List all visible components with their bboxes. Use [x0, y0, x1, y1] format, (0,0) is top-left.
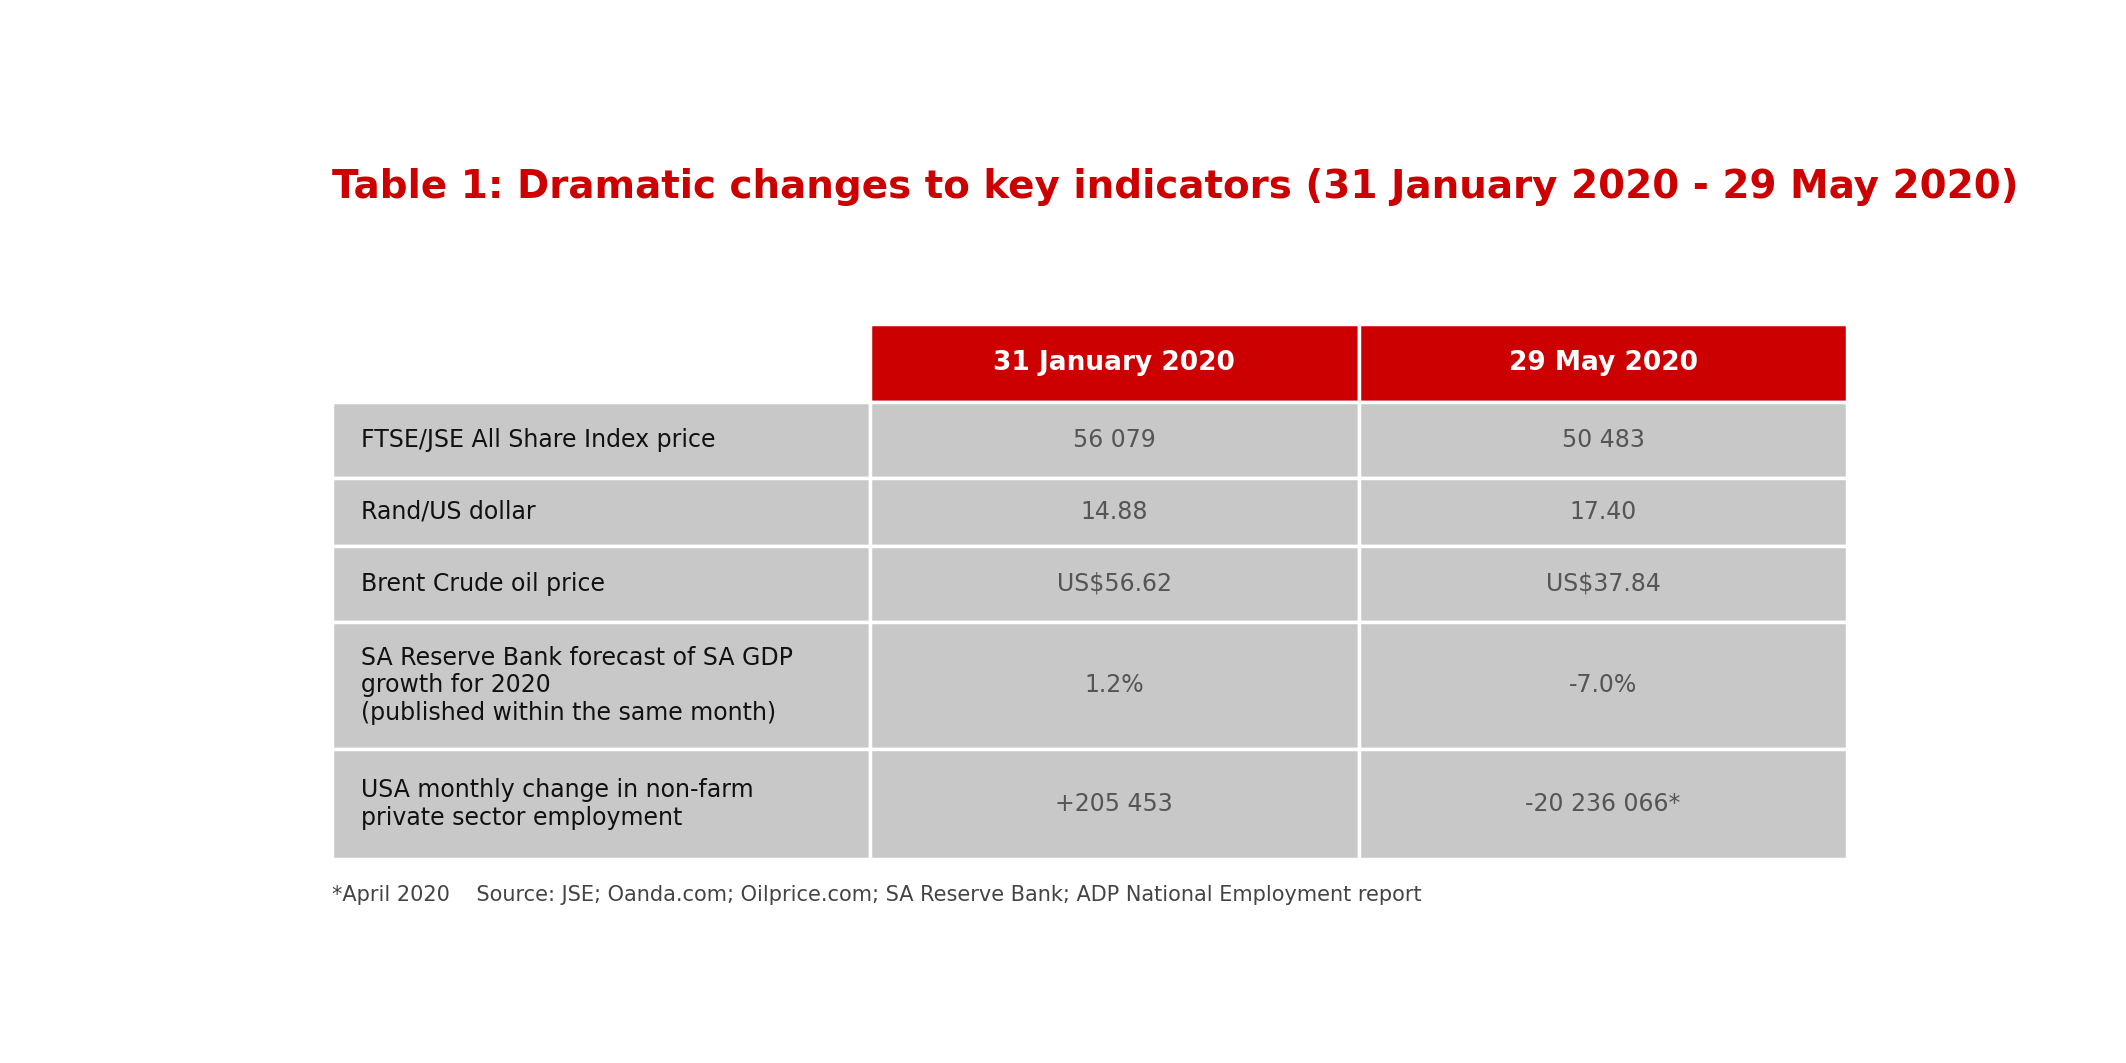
Text: *April 2020    Source: JSE; Oanda.com; Oilprice.com; SA Reserve Bank; ADP Nation: *April 2020 Source: JSE; Oanda.com; Oilp… — [332, 884, 1422, 905]
FancyBboxPatch shape — [332, 545, 870, 622]
FancyBboxPatch shape — [870, 324, 1359, 402]
Text: USA monthly change in non-farm
private sector employment: USA monthly change in non-farm private s… — [361, 778, 755, 830]
FancyBboxPatch shape — [332, 622, 870, 748]
Text: 50 483: 50 483 — [1563, 427, 1646, 452]
Text: 56 079: 56 079 — [1074, 427, 1157, 452]
Text: US$56.62: US$56.62 — [1057, 572, 1171, 596]
Text: Rand/US dollar: Rand/US dollar — [361, 500, 536, 524]
Text: 14.88: 14.88 — [1080, 500, 1148, 524]
FancyBboxPatch shape — [332, 402, 870, 478]
Text: -20 236 066*: -20 236 066* — [1524, 792, 1682, 816]
Text: US$37.84: US$37.84 — [1546, 572, 1660, 596]
FancyBboxPatch shape — [1359, 402, 1847, 478]
Text: Table 1: Dramatic changes to key indicators (31 January 2020 - 29 May 2020): Table 1: Dramatic changes to key indicat… — [332, 168, 2018, 206]
Text: FTSE/JSE All Share Index price: FTSE/JSE All Share Index price — [361, 427, 716, 452]
FancyBboxPatch shape — [870, 748, 1359, 859]
FancyBboxPatch shape — [1359, 622, 1847, 748]
FancyBboxPatch shape — [870, 402, 1359, 478]
Text: Brent Crude oil price: Brent Crude oil price — [361, 572, 606, 596]
FancyBboxPatch shape — [332, 324, 870, 402]
FancyBboxPatch shape — [332, 748, 870, 859]
Text: 31 January 2020: 31 January 2020 — [993, 350, 1235, 376]
FancyBboxPatch shape — [870, 622, 1359, 748]
FancyBboxPatch shape — [870, 478, 1359, 545]
FancyBboxPatch shape — [1359, 478, 1847, 545]
FancyBboxPatch shape — [332, 478, 870, 545]
FancyBboxPatch shape — [870, 545, 1359, 622]
Text: 29 May 2020: 29 May 2020 — [1509, 350, 1697, 376]
FancyBboxPatch shape — [1359, 324, 1847, 402]
Text: -7.0%: -7.0% — [1569, 673, 1637, 697]
FancyBboxPatch shape — [1359, 545, 1847, 622]
Text: 1.2%: 1.2% — [1084, 673, 1144, 697]
Text: SA Reserve Bank forecast of SA GDP
growth for 2020
(published within the same mo: SA Reserve Bank forecast of SA GDP growt… — [361, 645, 793, 725]
Text: +205 453: +205 453 — [1054, 792, 1174, 816]
FancyBboxPatch shape — [1359, 748, 1847, 859]
Text: 17.40: 17.40 — [1569, 500, 1637, 524]
